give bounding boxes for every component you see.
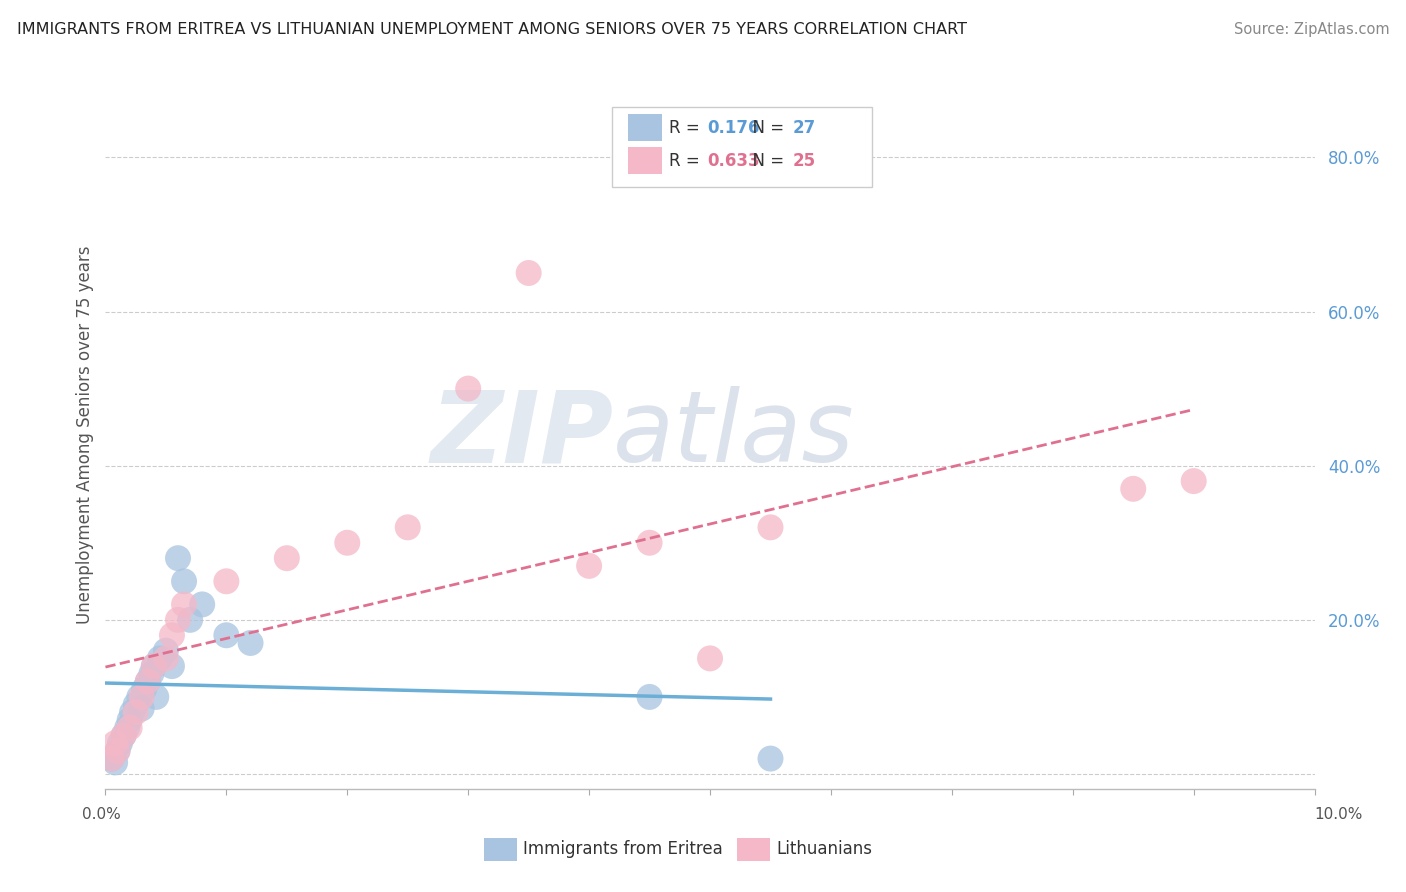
Point: [638, 690, 661, 704]
Point: [517, 266, 540, 280]
Point: [239, 636, 262, 650]
Point: [131, 690, 153, 704]
Point: [104, 736, 127, 750]
Text: N =: N =: [742, 152, 790, 169]
Point: [699, 651, 721, 665]
Point: [457, 382, 479, 396]
Point: [1122, 482, 1144, 496]
Text: 25: 25: [793, 152, 815, 169]
Point: [396, 520, 419, 534]
Point: [100, 751, 122, 765]
Point: [115, 721, 138, 735]
Point: [131, 701, 153, 715]
Point: [108, 736, 131, 750]
Point: [759, 520, 782, 534]
Text: ZIP: ZIP: [430, 386, 613, 483]
Point: [276, 551, 298, 566]
Point: [136, 674, 159, 689]
Point: [191, 598, 214, 612]
Point: [149, 651, 172, 665]
Point: [1182, 474, 1205, 488]
Point: [142, 659, 165, 673]
Point: [173, 574, 195, 589]
Text: Source: ZipAtlas.com: Source: ZipAtlas.com: [1233, 22, 1389, 37]
Text: R =: R =: [669, 119, 706, 136]
Point: [112, 729, 135, 743]
Point: [136, 674, 159, 689]
Point: [107, 744, 129, 758]
Point: [167, 613, 190, 627]
Text: 0.633: 0.633: [707, 152, 759, 169]
Text: 10.0%: 10.0%: [1315, 807, 1362, 822]
Point: [215, 574, 238, 589]
Point: [167, 551, 190, 566]
Point: [107, 744, 129, 758]
Point: [128, 690, 150, 704]
Text: 0.0%: 0.0%: [82, 807, 121, 822]
Point: [638, 535, 661, 549]
Point: [215, 628, 238, 642]
Text: Immigrants from Eritrea: Immigrants from Eritrea: [523, 840, 723, 858]
Point: [104, 756, 127, 770]
Point: [179, 613, 201, 627]
Point: [145, 690, 167, 704]
Point: [160, 659, 183, 673]
Point: [118, 721, 141, 735]
Point: [134, 682, 156, 697]
Text: 27: 27: [793, 119, 817, 136]
Point: [336, 535, 359, 549]
Point: [578, 558, 600, 573]
Point: [100, 751, 122, 765]
Point: [121, 706, 143, 720]
Point: [124, 706, 148, 720]
Text: atlas: atlas: [613, 386, 855, 483]
Point: [124, 698, 148, 712]
Point: [112, 729, 135, 743]
Text: N =: N =: [742, 119, 790, 136]
Point: [155, 643, 177, 657]
Text: 0.176: 0.176: [707, 119, 759, 136]
Point: [155, 651, 177, 665]
Text: Lithuanians: Lithuanians: [776, 840, 872, 858]
Point: [118, 713, 141, 727]
Point: [160, 628, 183, 642]
Point: [173, 598, 195, 612]
Point: [141, 666, 163, 681]
Y-axis label: Unemployment Among Seniors over 75 years: Unemployment Among Seniors over 75 years: [76, 245, 94, 624]
Point: [759, 751, 782, 765]
Point: [142, 659, 165, 673]
Text: IMMIGRANTS FROM ERITREA VS LITHUANIAN UNEMPLOYMENT AMONG SENIORS OVER 75 YEARS C: IMMIGRANTS FROM ERITREA VS LITHUANIAN UN…: [17, 22, 967, 37]
Text: R =: R =: [669, 152, 706, 169]
